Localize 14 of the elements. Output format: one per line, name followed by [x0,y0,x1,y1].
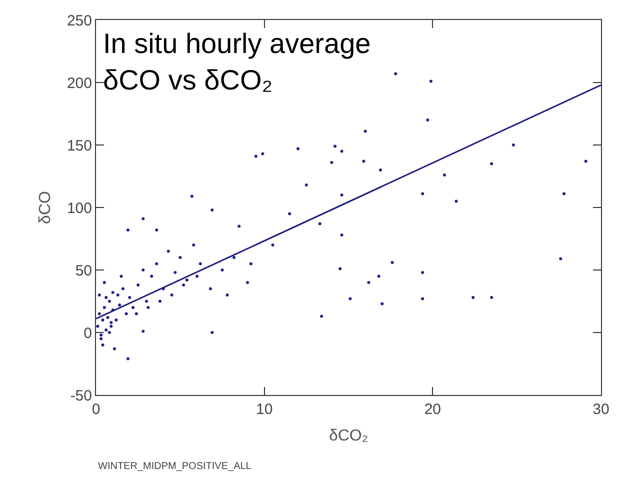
y-axis-title: δCO [36,191,54,224]
y-tick-label: -50 [70,387,92,404]
y-tick-label: 0 [84,324,92,342]
text: WINTER_MIDPM_POSITIVE_ALL [98,461,252,472]
x-tick-label: 30 [592,401,610,418]
y-tick-label: 200 [66,74,92,92]
y-tick-label: 250 [66,12,92,30]
x-tick-label: 20 [424,401,442,418]
y-tick-label: 50 [75,262,92,280]
x-axis-title: δCO₂ [328,428,368,445]
x-tick-label: 10 [256,401,273,418]
y-tick-label: 100 [66,200,92,217]
y-tick-label: 150 [66,137,92,154]
text: In situ hourly average δCO vs δCO₂ [103,28,371,96]
